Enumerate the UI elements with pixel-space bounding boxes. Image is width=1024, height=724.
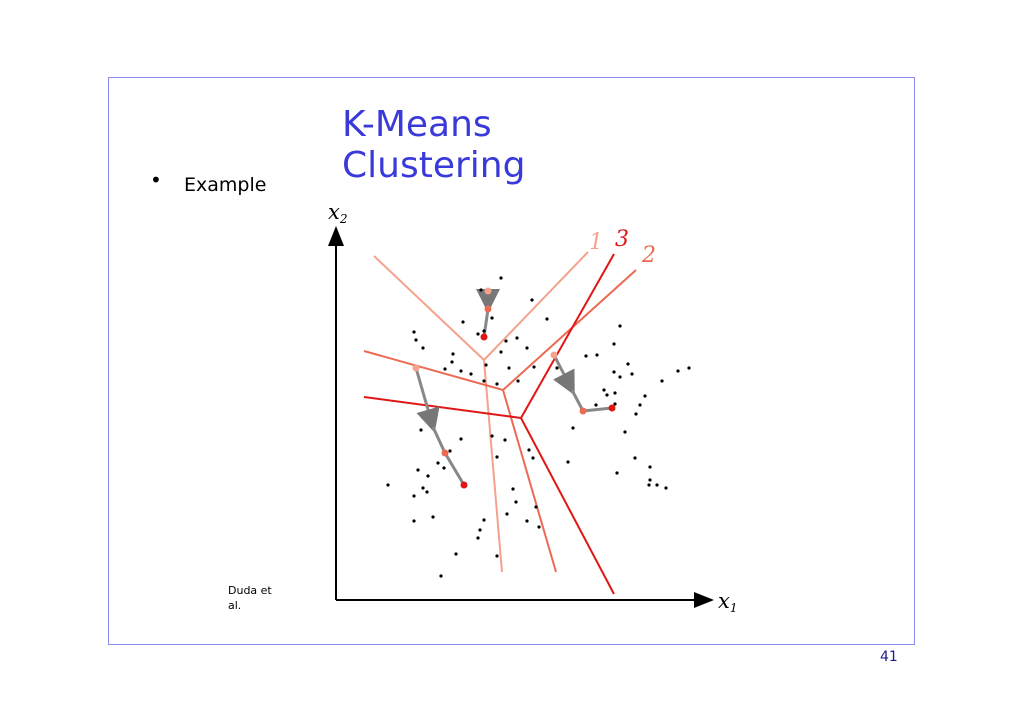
kmeans-figure: x2 x1 1 3 2 <box>316 193 746 615</box>
centroid-right-3 <box>608 404 616 412</box>
centroids <box>412 287 616 489</box>
slide-frame <box>108 77 915 645</box>
boundary-iteration-3 <box>363 253 615 595</box>
data-points <box>386 276 691 578</box>
path-top-tail <box>482 308 490 338</box>
path-right-tail <box>582 406 613 413</box>
boundary-label-3: 3 <box>615 227 629 252</box>
bullet-text: Example <box>184 174 267 196</box>
boundary-label-2: 2 <box>641 243 656 268</box>
path-left-mid <box>431 426 447 454</box>
boundary-label-1: 1 <box>589 230 603 255</box>
image-credit: Duda et al. <box>228 584 272 612</box>
path-right-mid <box>570 389 585 412</box>
page-number: 41 <box>880 649 898 665</box>
centroid-left-3 <box>460 481 468 489</box>
slide-title: K-Means Clustering <box>342 104 526 186</box>
centroid-top-3 <box>480 333 488 341</box>
kmeans-diagram: x2 x1 1 3 2 <box>328 200 737 615</box>
centroid-left-1 <box>412 364 420 372</box>
path-left-arrow <box>414 367 440 433</box>
centroid-right-2 <box>579 407 587 415</box>
centroid-left-2 <box>441 449 449 457</box>
path-left-tail <box>443 452 466 486</box>
path-right-arrow <box>552 354 575 396</box>
centroid-right-1 <box>550 351 558 359</box>
centroid-paths <box>414 289 613 486</box>
centroid-top-2 <box>484 305 492 313</box>
boundary-iteration-1 <box>373 251 589 573</box>
y-axis-label: x2 <box>328 200 347 226</box>
bullet-marker: • <box>150 168 162 192</box>
x-axis-label: x1 <box>718 589 737 613</box>
centroid-top-1 <box>484 287 492 295</box>
boundary-iteration-2 <box>363 269 637 573</box>
